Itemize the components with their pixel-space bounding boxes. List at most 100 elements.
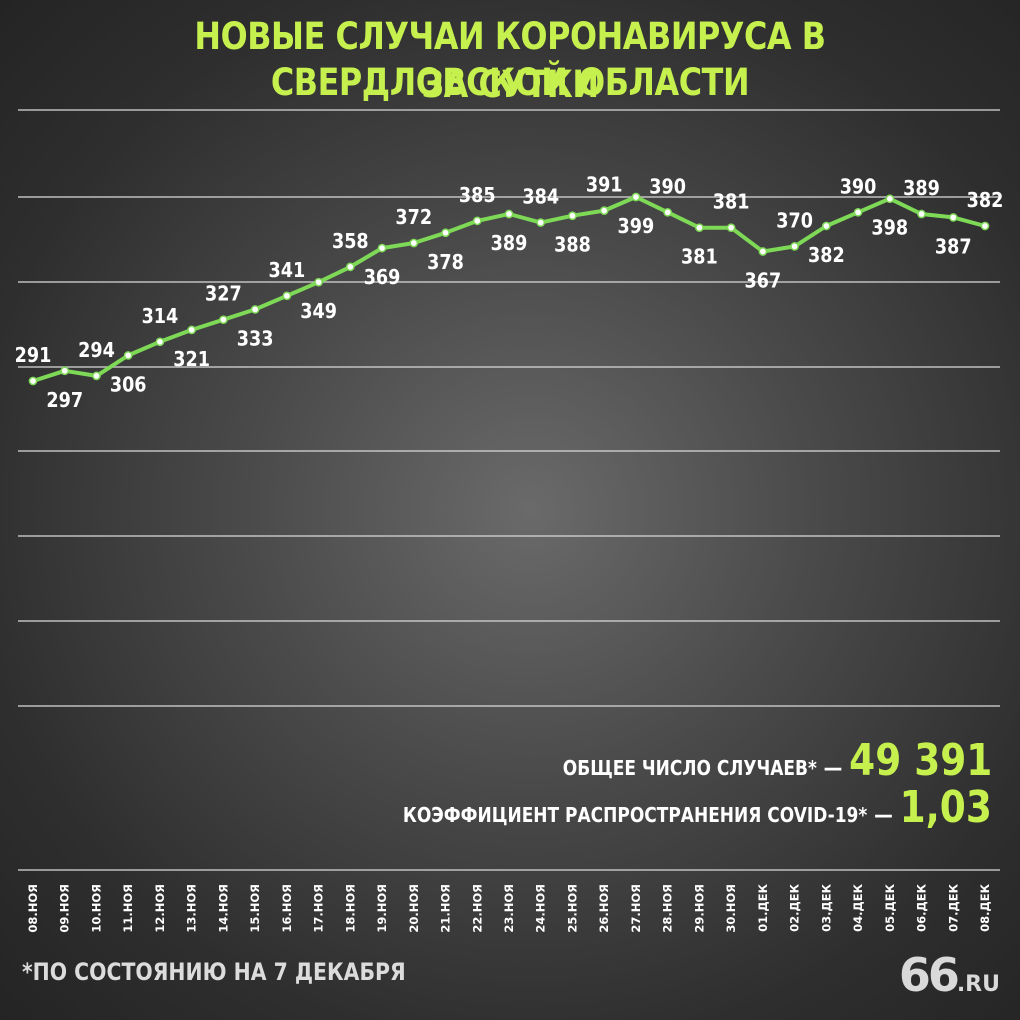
data-label: 358: [332, 231, 369, 253]
x-tick-label: 16.НОЯ: [280, 884, 294, 933]
data-point: [726, 223, 736, 233]
logo-domain: .RU: [956, 972, 1000, 997]
x-tick-label: 09.НОЯ: [58, 884, 72, 933]
data-point: [377, 243, 387, 253]
data-point: [155, 337, 165, 347]
data-points: [28, 192, 990, 386]
data-point: [314, 277, 323, 287]
data-point: [187, 325, 197, 335]
data-label: 294: [78, 340, 115, 362]
data-point: [568, 211, 577, 221]
x-tick-label: 22.НОЯ: [470, 884, 484, 933]
data-point: [821, 221, 831, 231]
data-point: [790, 242, 799, 251]
data-label: 341: [269, 260, 306, 282]
data-point: [917, 209, 926, 219]
x-tick-label: 13.НОЯ: [185, 884, 199, 933]
x-tick-label: 08.НОЯ: [26, 884, 40, 933]
data-point: [409, 238, 419, 248]
data-label: 390: [649, 176, 686, 198]
x-tick-label: 12.НОЯ: [153, 884, 167, 933]
total-cases-dash: —: [823, 756, 843, 781]
x-tick-label: 30.НОЯ: [724, 884, 738, 933]
x-tick-label: 21.НОЯ: [439, 884, 453, 933]
logo-number: 66: [898, 948, 960, 1002]
data-point: [250, 305, 260, 314]
data-label: 378: [427, 252, 464, 274]
data-label: 327: [205, 284, 242, 306]
data-point: [695, 223, 704, 233]
data-label: 333: [237, 328, 274, 350]
data-label: 389: [903, 178, 940, 200]
data-point: [758, 247, 768, 256]
spread-coefficient-value: 1,03: [899, 782, 992, 833]
data-label: 306: [110, 374, 147, 396]
data-label: 367: [745, 271, 782, 293]
x-tick-label: 28.НОЯ: [661, 884, 675, 933]
x-tick-label: 07.ДЕК: [946, 883, 960, 931]
x-tick-label: 11.НОЯ: [121, 884, 135, 933]
data-label: 372: [395, 207, 432, 229]
total-cases-stat: ОБЩЕЕ ЧИСЛО СЛУЧАЕВ* — 49 391: [562, 735, 992, 786]
data-label: 381: [713, 192, 750, 214]
data-label: 387: [935, 236, 972, 258]
spread-coefficient-stat: КОЭФФИЦИЕНТ РАСПРОСТРАНЕНИЯ COVID-19* — …: [403, 782, 992, 833]
footnote: *ПО СОСТОЯНИЮ НА 7 ДЕКАБРЯ: [22, 958, 406, 986]
data-point: [28, 376, 38, 386]
data-point: [282, 291, 292, 301]
data-labels: 291 297 294 306 314 321 327 333 341 349 358 369 372 3…: [15, 175, 1004, 412]
chart-title-line1: НОВЫЕ СЛУЧАИ КОРОНАВИРУСА В СВЕРДЛОВСКОЙ…: [194, 15, 826, 104]
x-tick-label: 26.НОЯ: [597, 884, 611, 933]
data-label: 314: [142, 306, 179, 328]
x-tick-label: 03.ДЕК: [819, 883, 833, 931]
data-point: [853, 207, 863, 217]
x-tick-label: 01.ДЕК: [756, 883, 770, 931]
x-tick-label: 08.ДЕК: [978, 883, 992, 931]
data-label: 382: [967, 190, 1004, 212]
site-logo: 66.RU: [899, 948, 1000, 1002]
data-label: 390: [840, 176, 877, 198]
total-cases-value: 49 391: [848, 735, 992, 786]
x-tick-label: 19.НОЯ: [375, 884, 389, 933]
data-point: [219, 315, 228, 325]
x-tick-label: 06.ДЕК: [915, 883, 929, 931]
x-tick-label: 02.ДЕК: [788, 883, 802, 931]
data-point: [441, 228, 450, 238]
data-label: 297: [46, 390, 83, 412]
data-point: [980, 221, 990, 231]
data-label: 291: [15, 345, 52, 367]
data-point: [631, 192, 641, 202]
data-label: 382: [808, 245, 845, 267]
data-label: 321: [173, 349, 210, 371]
data-label: 349: [300, 301, 337, 323]
data-label: 369: [364, 267, 401, 289]
x-tick-label: 20.НОЯ: [407, 884, 421, 933]
chart-title-line2: ЗА СУТКИ: [421, 63, 599, 106]
x-tick-label: 25.НОЯ: [565, 884, 579, 933]
x-tick-label: 10.НОЯ: [89, 884, 103, 933]
x-tick-label: 04.ДЕК: [851, 883, 865, 931]
data-label: 381: [681, 247, 718, 269]
data-point: [948, 213, 958, 222]
x-axis-ticks: 08.НОЯ 09.НОЯ 10.НОЯ 11.НОЯ 12.НОЯ 13.НОЯ 14.Н…: [26, 883, 992, 932]
data-point: [92, 371, 101, 381]
x-tick-label: 17.НОЯ: [312, 884, 326, 933]
x-tick-label: 24.НОЯ: [534, 884, 548, 933]
data-label: 370: [776, 210, 813, 232]
data-label: 385: [459, 185, 496, 207]
data-label: 384: [522, 187, 559, 209]
data-label: 398: [871, 218, 908, 240]
data-point: [60, 366, 70, 376]
data-point: [663, 207, 673, 217]
x-tick-label: 18.НОЯ: [343, 884, 357, 933]
spread-coefficient-dash: —: [874, 803, 893, 828]
x-tick-label: 23.НОЯ: [502, 884, 516, 933]
data-point: [599, 206, 609, 215]
data-point: [123, 351, 133, 360]
x-tick-label: 29.НОЯ: [692, 884, 706, 933]
data-point: [536, 218, 546, 227]
spread-coefficient-label: КОЭФФИЦИЕНТ РАСПРОСТРАНЕНИЯ COVID-19*: [403, 803, 868, 827]
data-label: 388: [554, 235, 591, 257]
data-label: 399: [618, 216, 655, 238]
